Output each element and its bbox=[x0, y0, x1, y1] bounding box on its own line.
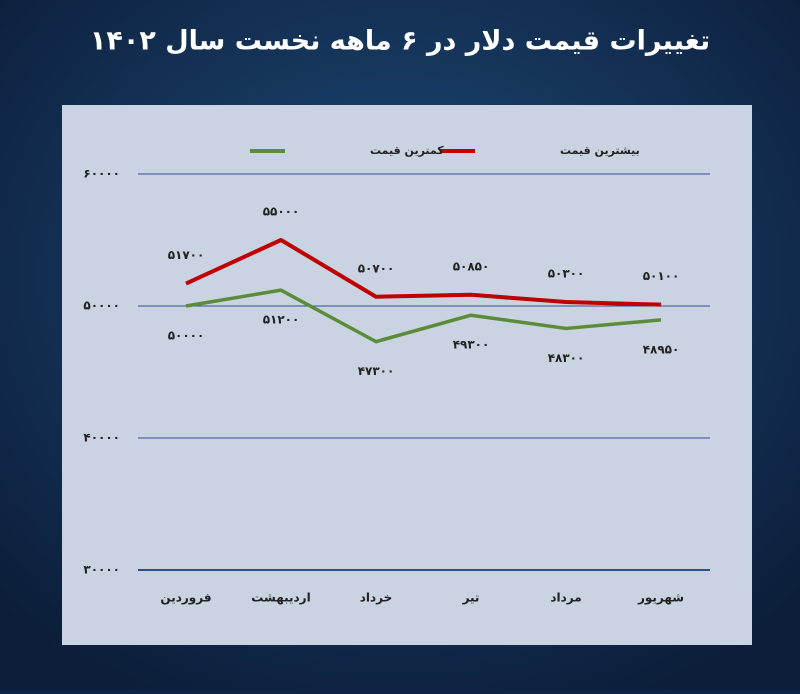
data-label: ۵۰۳۰۰ bbox=[548, 267, 585, 281]
data-label: ۵۱۷۰۰ bbox=[168, 248, 205, 262]
data-label: ۵۵۰۰۰ bbox=[263, 205, 300, 219]
y-tick-label: ۴۰۰۰۰ bbox=[83, 431, 120, 445]
data-label: ۵۰۸۵۰ bbox=[453, 259, 490, 273]
y-tick-label: ۳۰۰۰۰ bbox=[83, 563, 120, 577]
data-label: ۴۸۹۵۰ bbox=[643, 342, 680, 356]
chart-title: تغییرات قیمت دلار در ۶ ماهه نخست سال ۱۴۰… bbox=[90, 26, 710, 57]
x-tick-label: شهریور bbox=[637, 591, 684, 606]
y-tick-label: ۵۰۰۰۰ bbox=[83, 299, 120, 313]
x-tick-label: اردیبهشت bbox=[251, 591, 310, 605]
legend-label: کمترین قیمت bbox=[370, 144, 444, 157]
data-label: ۴۷۳۰۰ bbox=[358, 364, 395, 378]
plot-panel bbox=[62, 105, 752, 645]
x-tick-label: خرداد bbox=[360, 591, 393, 605]
data-label: ۴۹۳۰۰ bbox=[453, 338, 490, 352]
x-tick-label: فروردین bbox=[160, 591, 211, 606]
x-tick-label: تیر bbox=[462, 591, 480, 605]
data-label: ۵۰۰۰۰ bbox=[168, 329, 205, 343]
series-line bbox=[185, 238, 662, 307]
data-label: ۵۰۱۰۰ bbox=[643, 269, 680, 283]
y-tick-label: ۶۰۰۰۰ bbox=[83, 167, 120, 181]
legend-label: بیشترین قیمت bbox=[560, 144, 640, 157]
data-label: ۵۰۷۰۰ bbox=[358, 261, 395, 275]
x-tick-label: مرداد bbox=[550, 591, 581, 605]
data-label: ۵۱۲۰۰ bbox=[263, 313, 300, 327]
series-line bbox=[185, 288, 662, 344]
data-label: ۴۸۳۰۰ bbox=[548, 351, 585, 365]
